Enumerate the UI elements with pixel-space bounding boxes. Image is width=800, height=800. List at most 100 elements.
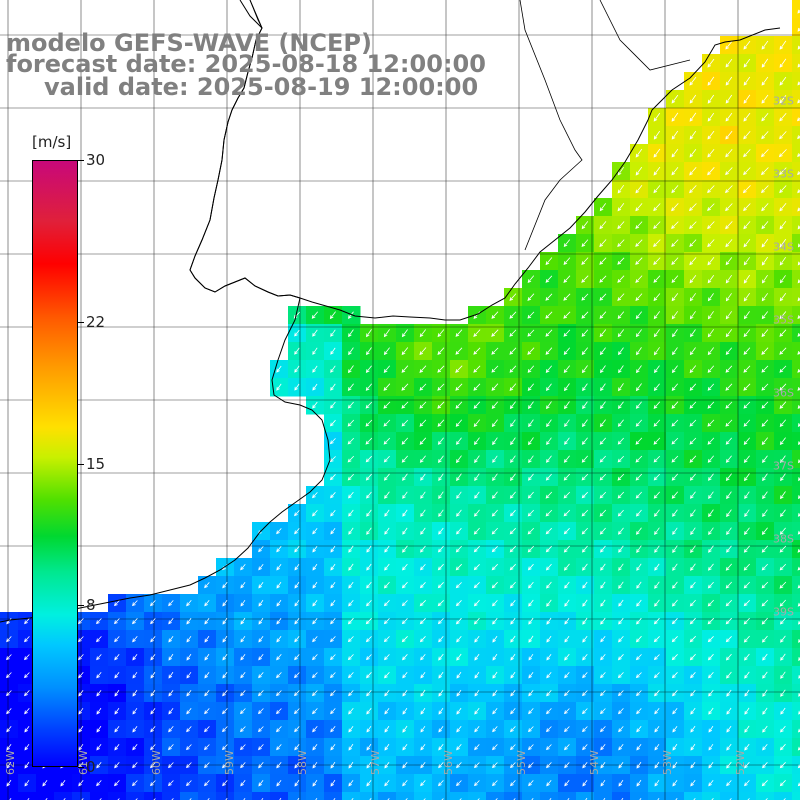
wind-cell	[792, 126, 800, 145]
wind-arrow	[455, 582, 462, 589]
wind-cell	[792, 684, 800, 703]
wind-arrow	[618, 617, 624, 625]
wind-arrow	[312, 545, 318, 553]
wind-arrow	[114, 780, 120, 787]
wind-arrow	[96, 725, 102, 733]
wind-arrow	[654, 545, 660, 553]
wind-arrow	[456, 671, 462, 679]
wind-arrow	[455, 329, 463, 337]
wind-arrow	[690, 545, 696, 553]
colorbar-tick-mark	[78, 321, 84, 323]
wind-arrow	[726, 491, 732, 500]
wind-arrow	[132, 707, 138, 715]
wind-arrow	[276, 581, 282, 589]
longitude-label: 58W	[296, 750, 309, 775]
wind-arrow	[455, 383, 463, 391]
wind-arrow	[240, 744, 246, 751]
wind-arrow	[132, 689, 138, 697]
wind-arrow	[600, 581, 606, 589]
wind-arrow	[383, 419, 391, 427]
wind-arrow	[671, 401, 679, 409]
wind-arrow	[492, 617, 498, 625]
wind-arrow	[582, 690, 588, 697]
wind-arrow	[545, 509, 553, 517]
wind-arrow	[672, 690, 678, 697]
wind-arrow	[761, 329, 769, 338]
wind-arrow	[150, 600, 156, 607]
wind-arrow	[599, 239, 607, 248]
wind-arrow	[528, 617, 534, 625]
wind-arrow	[420, 689, 426, 697]
wind-arrow	[726, 761, 732, 769]
wind-arrow	[743, 149, 751, 158]
wind-arrow	[653, 455, 661, 463]
wind-arrow	[761, 149, 769, 158]
wind-arrow	[207, 798, 210, 800]
wind-arrow	[599, 347, 606, 356]
wind-arrow	[742, 185, 751, 194]
wind-arrow	[689, 148, 697, 158]
wind-cell	[108, 792, 127, 800]
wind-arrow	[276, 726, 282, 733]
colorbar-tick-label: 8	[86, 596, 96, 615]
wind-arrow	[24, 743, 30, 751]
wind-arrow	[743, 76, 751, 86]
wind-arrow	[761, 167, 769, 176]
wind-arrow	[258, 581, 264, 589]
wind-arrow	[473, 401, 481, 409]
wind-arrow	[779, 329, 787, 337]
wind-arrow	[762, 743, 768, 751]
wind-arrow	[600, 708, 606, 715]
wind-arrow	[797, 584, 800, 589]
wind-arrow	[743, 600, 750, 607]
wind-arrow	[780, 455, 786, 464]
wind-arrow	[510, 780, 516, 787]
wind-arrow	[726, 509, 732, 518]
wind-arrow	[509, 383, 517, 392]
wind-arrow	[527, 347, 535, 355]
wind-arrow	[797, 261, 800, 266]
wind-arrow	[384, 743, 390, 751]
wind-arrow	[114, 654, 120, 661]
wind-arrow	[312, 365, 318, 373]
wind-arrow	[582, 726, 588, 733]
wind-arrow	[528, 780, 534, 787]
wind-arrow	[600, 761, 606, 769]
wind-arrow	[348, 329, 354, 338]
wind-arrow	[365, 437, 373, 445]
wind-arrow	[132, 600, 138, 607]
wind-arrow	[636, 726, 642, 733]
wind-arrow	[528, 581, 534, 589]
wind-arrow	[779, 167, 787, 175]
wind-arrow	[762, 491, 768, 500]
wind-cell	[774, 792, 793, 800]
wind-cell	[792, 288, 800, 307]
latitude-label: 36S	[773, 386, 794, 400]
wind-arrow	[743, 437, 751, 445]
wind-arrow	[473, 599, 480, 607]
wind-arrow	[725, 473, 732, 482]
wind-arrow	[725, 203, 733, 212]
wind-arrow	[186, 653, 192, 661]
wind-arrow	[383, 437, 391, 445]
wind-arrow	[384, 545, 390, 553]
wind-cell	[270, 792, 289, 800]
wind-arrow	[60, 779, 66, 787]
wind-arrow	[761, 527, 768, 535]
wind-arrow	[456, 725, 462, 733]
wind-arrow	[420, 563, 426, 571]
wind-arrow	[797, 782, 800, 787]
longitude-label: 53W	[661, 750, 674, 775]
wind-arrow	[420, 725, 426, 733]
wind-arrow	[725, 257, 733, 266]
wind-arrow	[582, 744, 588, 751]
wind-arrow	[779, 203, 787, 212]
wind-arrow	[545, 545, 552, 553]
wind-arrow	[617, 672, 624, 679]
wind-arrow	[743, 329, 751, 338]
wind-arrow	[581, 257, 589, 266]
wind-arrow	[96, 780, 102, 787]
wind-cell	[648, 792, 667, 800]
wind-arrow	[693, 798, 696, 800]
wind-arrow	[689, 94, 697, 104]
